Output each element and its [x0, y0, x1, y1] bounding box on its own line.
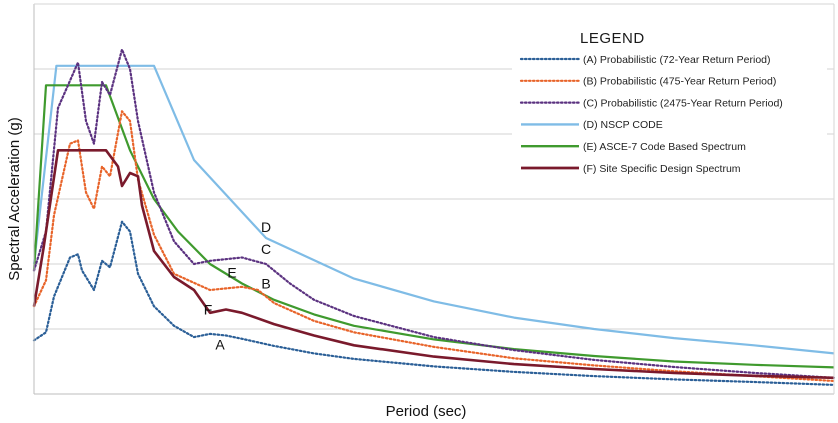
- legend-title: LEGEND: [580, 30, 645, 47]
- legend-label-c: (C) Probabilistic (2475-Year Return Peri…: [583, 97, 783, 109]
- legend-label-b: (B) Probabilistic (475-Year Return Perio…: [583, 76, 776, 88]
- legend-label-e: (E) ASCE-7 Code Based Spectrum: [583, 141, 746, 153]
- curve-annotations: DC B E F A: [204, 219, 271, 353]
- series-lines: [32, 48, 836, 386]
- legend-label-a: (A) Probabilistic (72-Year Return Period…: [583, 54, 771, 66]
- curve-label-a: A: [215, 337, 225, 353]
- legend-label-d: (D) NSCP CODE: [583, 119, 663, 131]
- series-line-a: [32, 220, 836, 386]
- curve-label-f: F: [204, 301, 213, 317]
- legend-label-f: (F) Site Specific Design Spectrum: [583, 163, 741, 175]
- y-axis-title: Spectral Acceleration (g): [6, 117, 23, 280]
- curve-label-b: B: [261, 276, 270, 292]
- series-line-f: [32, 149, 835, 380]
- curve-label-c: C: [261, 241, 271, 257]
- axes: [33, 3, 835, 395]
- curve-label-d: D: [261, 219, 271, 235]
- legend: LEGEND (A) Probabilistic (72-Year Return…: [512, 22, 827, 185]
- curve-label-e: E: [227, 265, 236, 281]
- x-axis-title: Period (sec): [386, 403, 467, 420]
- series-line-c: [32, 48, 836, 379]
- series-line-d: [32, 64, 835, 355]
- gridlines: [34, 68, 834, 330]
- series-line-e: [32, 84, 835, 369]
